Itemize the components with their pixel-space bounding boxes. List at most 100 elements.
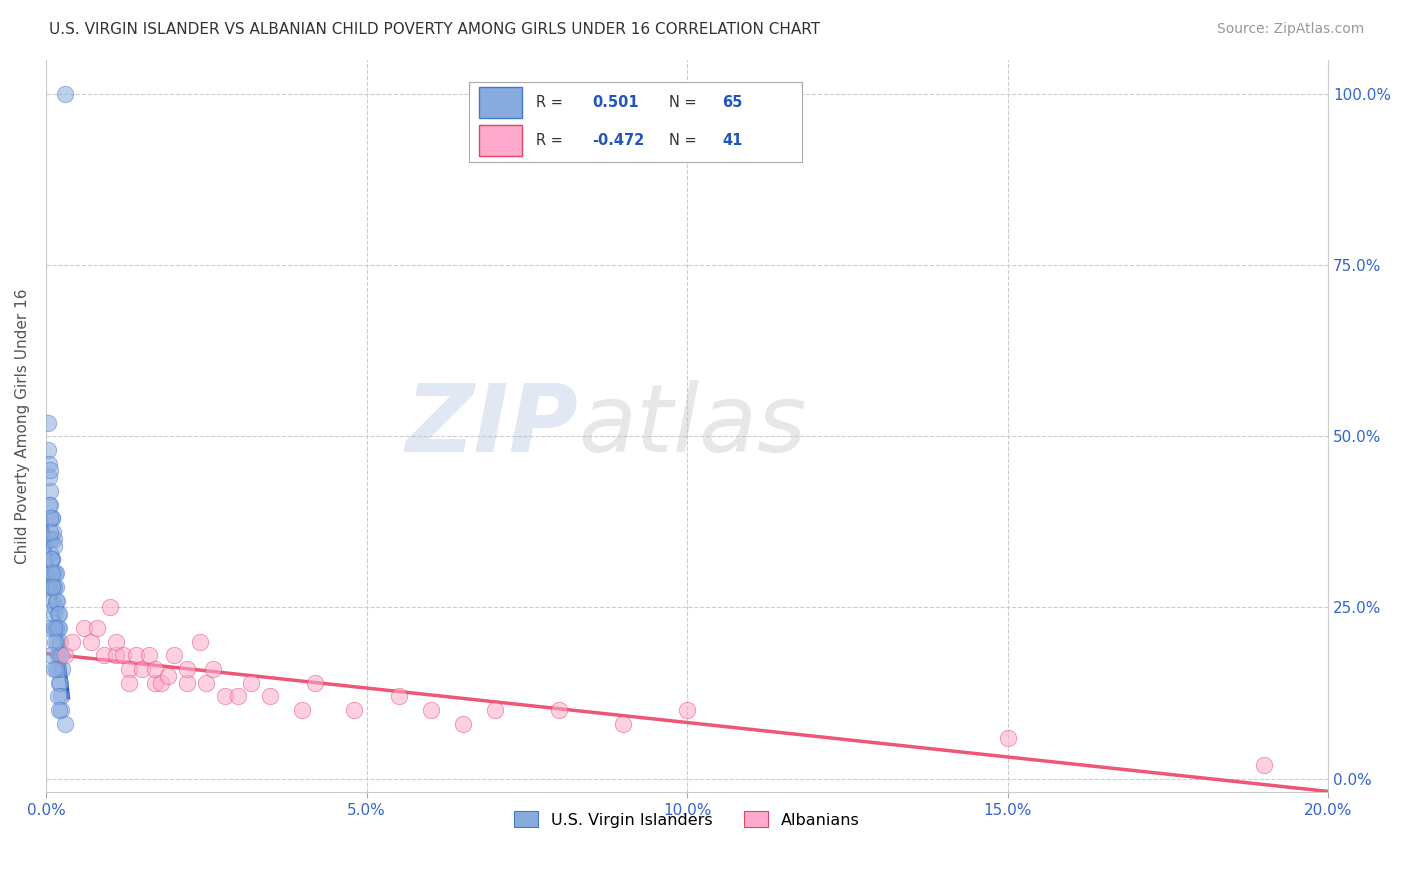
- Point: [41, 580, 63, 594]
- Point: [150, 675, 173, 690]
- Text: U.S. VIRGIN ISLANDER VS ALBANIAN CHILD POVERTY AMONG GIRLS UNDER 16 CORRELATION : U.S. VIRGIN ISLANDER VS ALBANIAN CHILD P…: [49, 22, 820, 37]
- Point: [176, 662, 198, 676]
- Point: [259, 690, 281, 704]
- Point: [44, 539, 66, 553]
- Point: [547, 703, 569, 717]
- Point: [41, 580, 63, 594]
- Point: [46, 662, 69, 676]
- Point: [131, 662, 153, 676]
- Point: [676, 703, 699, 717]
- Point: [387, 690, 409, 704]
- Point: [42, 580, 65, 594]
- Text: atlas: atlas: [578, 381, 806, 472]
- Point: [48, 675, 70, 690]
- Point: [484, 703, 506, 717]
- Point: [195, 675, 218, 690]
- Point: [997, 731, 1019, 745]
- Point: [201, 662, 224, 676]
- Point: [226, 690, 249, 704]
- Point: [41, 566, 63, 581]
- Point: [46, 690, 69, 704]
- Text: ZIP: ZIP: [405, 380, 578, 472]
- Point: [118, 675, 141, 690]
- Point: [46, 607, 69, 622]
- Point: [42, 532, 65, 546]
- Point: [44, 566, 66, 581]
- Point: [98, 600, 121, 615]
- Point: [49, 634, 72, 648]
- Point: [39, 566, 62, 581]
- Point: [343, 703, 366, 717]
- Point: [38, 621, 60, 635]
- Point: [45, 593, 67, 607]
- Point: [42, 621, 65, 635]
- Point: [60, 634, 83, 648]
- Point: [93, 648, 115, 663]
- Point: [42, 593, 65, 607]
- Point: [612, 716, 634, 731]
- Point: [46, 621, 69, 635]
- Point: [38, 532, 60, 546]
- Point: [291, 703, 314, 717]
- Legend: U.S. Virgin Islanders, Albanians: U.S. Virgin Islanders, Albanians: [506, 803, 868, 836]
- Point: [38, 511, 60, 525]
- Point: [39, 566, 62, 581]
- Point: [451, 716, 474, 731]
- Point: [53, 716, 76, 731]
- Point: [1253, 758, 1275, 772]
- Point: [49, 675, 72, 690]
- Point: [42, 566, 65, 581]
- Point: [44, 634, 66, 648]
- Point: [48, 607, 70, 622]
- Point: [51, 648, 73, 663]
- Point: [73, 621, 96, 635]
- Point: [45, 634, 67, 648]
- Point: [37, 442, 59, 457]
- Point: [39, 648, 62, 663]
- Point: [45, 621, 67, 635]
- Point: [214, 690, 236, 704]
- Point: [419, 703, 441, 717]
- Point: [38, 498, 60, 512]
- Point: [125, 648, 148, 663]
- Point: [41, 552, 63, 566]
- Point: [143, 675, 166, 690]
- Point: [38, 457, 60, 471]
- Point: [176, 675, 198, 690]
- Point: [46, 648, 69, 663]
- Point: [41, 511, 63, 525]
- Point: [38, 463, 60, 477]
- Point: [143, 662, 166, 676]
- Point: [45, 593, 67, 607]
- Point: [51, 662, 73, 676]
- Point: [41, 552, 63, 566]
- Point: [39, 525, 62, 540]
- Point: [45, 580, 67, 594]
- Point: [80, 634, 103, 648]
- Point: [111, 648, 134, 663]
- Point: [240, 675, 263, 690]
- Point: [53, 648, 76, 663]
- Point: [156, 669, 179, 683]
- Point: [49, 690, 72, 704]
- Point: [45, 566, 67, 581]
- Text: Source: ZipAtlas.com: Source: ZipAtlas.com: [1216, 22, 1364, 37]
- Point: [42, 525, 65, 540]
- Point: [44, 607, 66, 622]
- Point: [39, 483, 62, 498]
- Point: [45, 662, 67, 676]
- Point: [105, 634, 128, 648]
- Point: [188, 634, 211, 648]
- Point: [42, 662, 65, 676]
- Point: [38, 498, 60, 512]
- Point: [44, 580, 66, 594]
- Point: [48, 621, 70, 635]
- Point: [37, 416, 59, 430]
- Point: [38, 580, 60, 594]
- Point: [39, 546, 62, 560]
- Point: [44, 600, 66, 615]
- Point: [45, 621, 67, 635]
- Point: [51, 703, 73, 717]
- Y-axis label: Child Poverty Among Girls Under 16: Child Poverty Among Girls Under 16: [15, 288, 30, 564]
- Point: [39, 552, 62, 566]
